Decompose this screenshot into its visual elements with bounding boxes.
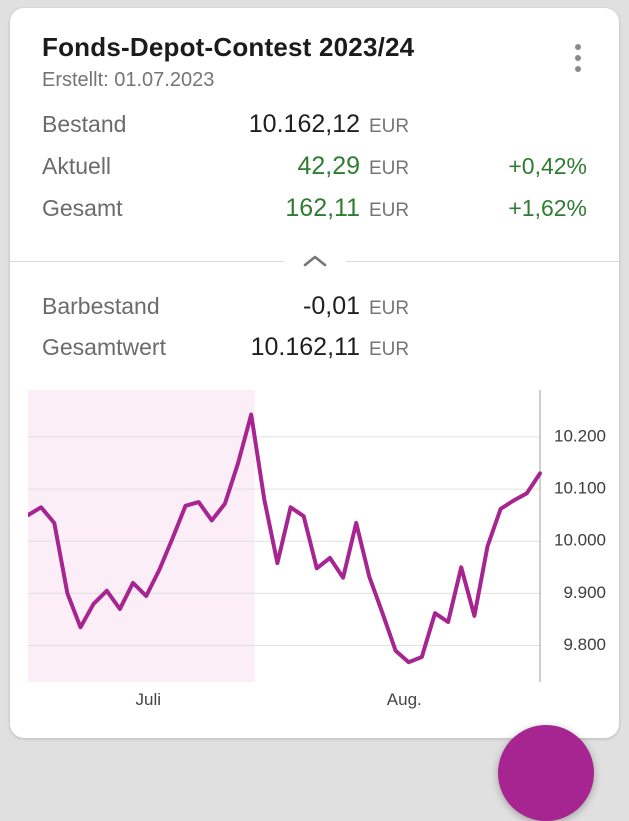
row-value: -0,01 [303,292,360,320]
row-currency: EUR [369,339,410,360]
detail-section: Barbestand -0,01 EUR Gesamtwert 10.162,1… [10,292,619,374]
row-percent: +1,62% [508,195,587,221]
kebab-menu-icon [575,66,581,72]
row-label: Gesamtwert [42,334,166,360]
row-currency: EUR [369,116,410,137]
row-label: Aktuell [42,153,112,179]
svg-text:Aug.: Aug. [387,690,422,709]
created-date: Erstellt: 01.07.2023 [42,69,215,91]
kebab-menu-icon [575,55,581,61]
summary-row: Gesamt 162,11 EUR +1,62% [42,194,587,236]
row-currency: EUR [369,200,410,221]
kebab-menu-button[interactable] [565,32,591,84]
svg-text:9.800: 9.800 [563,635,606,654]
page-title: Fonds-Depot-Contest 2023/24 [42,32,415,62]
detail-row: Gesamtwert 10.162,11 EUR [42,333,587,374]
svg-text:10.200: 10.200 [554,426,606,445]
row-value: 42,29 [297,152,360,180]
detail-row: Barbestand -0,01 EUR [42,292,587,333]
svg-text:Juli: Juli [136,690,162,709]
summary-section: Bestand 10.162,12 EUR Aktuell 42,29 EUR … [10,110,619,236]
collapse-button[interactable] [283,252,346,270]
summary-row: Aktuell 42,29 EUR +0,42% [42,152,587,194]
svg-text:9.900: 9.900 [563,583,606,602]
summary-row: Bestand 10.162,12 EUR [42,110,587,152]
row-currency: EUR [369,158,410,179]
performance-chart: 10.200 10.100 10.000 9.900 9.800 Juli Aug. [26,390,606,709]
title-block: Fonds-Depot-Contest 2023/24 Erstellt: 01… [42,32,414,92]
row-label: Barbestand [42,293,160,319]
row-label: Gesamt [42,195,123,221]
row-label: Bestand [42,111,127,137]
kebab-menu-icon [575,44,581,50]
depot-card: Fonds-Depot-Contest 2023/24 Erstellt: 01… [10,8,619,738]
row-currency: EUR [369,298,410,319]
svg-text:10.000: 10.000 [554,531,606,550]
row-percent: +0,42% [508,153,587,179]
chart-area: 10.200 10.100 10.000 9.900 9.800 Juli Aug. [10,390,619,715]
row-value: 10.162,11 [250,333,360,361]
fab-button[interactable] [498,725,594,821]
divider [10,252,619,270]
chevron-up-icon [303,255,326,267]
row-value: 162,11 [285,194,360,222]
row-value: 10.162,12 [248,110,360,138]
svg-text:10.100: 10.100 [554,479,606,498]
card-header: Fonds-Depot-Contest 2023/24 Erstellt: 01… [10,8,619,92]
